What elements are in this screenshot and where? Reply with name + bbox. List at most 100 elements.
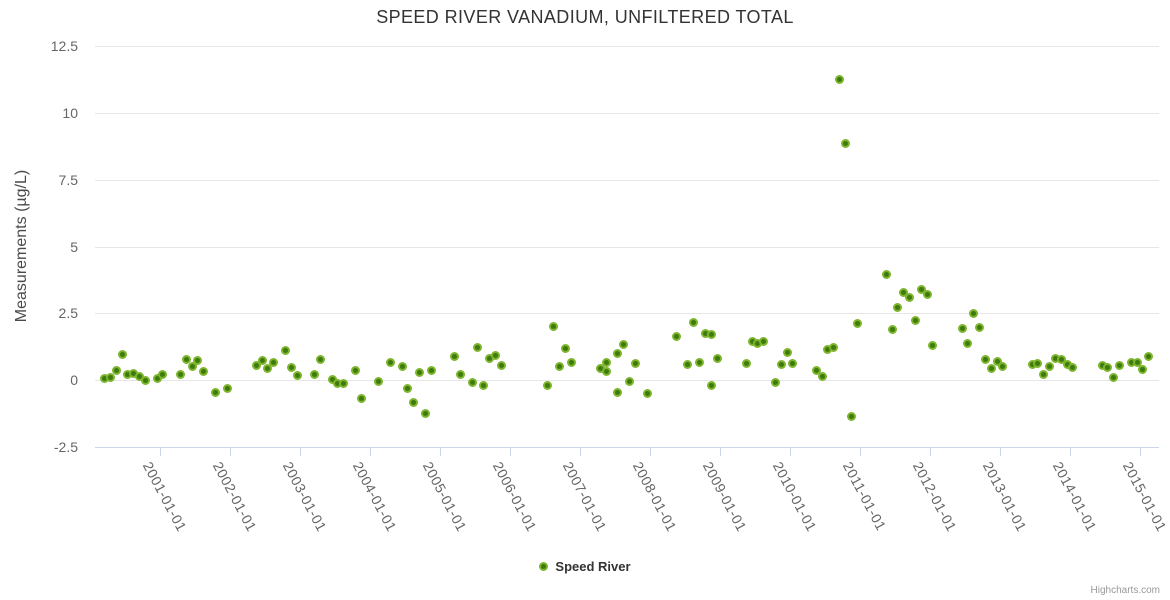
- data-point[interactable]: [975, 323, 985, 332]
- data-point[interactable]: [642, 389, 652, 399]
- data-point[interactable]: [199, 367, 209, 377]
- data-point[interactable]: [928, 340, 938, 350]
- data-point[interactable]: [835, 75, 845, 84]
- data-point[interactable]: [350, 366, 360, 376]
- data-point[interactable]: [403, 383, 413, 393]
- data-point[interactable]: [420, 409, 430, 419]
- data-point[interactable]: [986, 363, 996, 373]
- data-point[interactable]: [683, 360, 693, 370]
- data-point[interactable]: [450, 352, 460, 362]
- data-point[interactable]: [490, 351, 500, 361]
- data-point[interactable]: [467, 377, 477, 387]
- data-point[interactable]: [549, 322, 559, 332]
- data-point[interactable]: [187, 362, 197, 372]
- data-point[interactable]: [992, 356, 1002, 366]
- data-point[interactable]: [1109, 372, 1119, 382]
- data-point[interactable]: [671, 331, 681, 341]
- data-point[interactable]: [630, 359, 640, 369]
- data-point[interactable]: [269, 357, 279, 367]
- data-point[interactable]: [1138, 365, 1148, 374]
- data-point[interactable]: [1056, 354, 1066, 364]
- data-point[interactable]: [455, 369, 465, 379]
- data-point[interactable]: [560, 344, 570, 354]
- data-point[interactable]: [105, 373, 115, 382]
- data-point[interactable]: [479, 380, 489, 390]
- data-point[interactable]: [619, 339, 629, 349]
- data-point[interactable]: [601, 358, 611, 368]
- data-point[interactable]: [158, 370, 168, 380]
- data-point[interactable]: [817, 371, 827, 381]
- data-point[interactable]: [893, 303, 903, 312]
- data-point[interactable]: [1033, 358, 1043, 368]
- data-point[interactable]: [852, 318, 862, 328]
- data-point[interactable]: [222, 383, 232, 393]
- data-point[interactable]: [315, 355, 325, 365]
- data-point[interactable]: [286, 363, 296, 373]
- data-point[interactable]: [887, 325, 897, 335]
- data-point[interactable]: [210, 387, 220, 397]
- data-point[interactable]: [310, 370, 320, 380]
- data-point[interactable]: [292, 371, 302, 381]
- data-point[interactable]: [543, 380, 553, 390]
- data-point[interactable]: [706, 330, 716, 340]
- data-point[interactable]: [397, 362, 407, 372]
- data-point[interactable]: [555, 362, 565, 372]
- data-point[interactable]: [257, 355, 267, 365]
- data-point[interactable]: [811, 366, 821, 376]
- data-point[interactable]: [776, 360, 786, 370]
- data-point[interactable]: [969, 309, 979, 319]
- data-point[interactable]: [689, 317, 699, 327]
- data-point[interactable]: [625, 376, 635, 386]
- data-point[interactable]: [759, 336, 769, 346]
- data-point[interactable]: [910, 316, 920, 326]
- data-point[interactable]: [280, 345, 290, 355]
- data-point[interactable]: [356, 394, 366, 404]
- data-point[interactable]: [140, 376, 150, 386]
- data-point[interactable]: [1144, 351, 1154, 361]
- data-point[interactable]: [1103, 363, 1113, 373]
- data-point[interactable]: [1068, 363, 1078, 373]
- data-point[interactable]: [741, 359, 751, 369]
- data-point[interactable]: [706, 381, 716, 390]
- data-point[interactable]: [613, 349, 623, 358]
- data-point[interactable]: [409, 397, 419, 407]
- data-point[interactable]: [339, 378, 349, 388]
- data-point[interactable]: [770, 378, 780, 388]
- data-point[interactable]: [712, 353, 722, 363]
- data-point[interactable]: [193, 355, 203, 365]
- data-point[interactable]: [998, 362, 1008, 372]
- data-point[interactable]: [1039, 369, 1049, 379]
- data-point[interactable]: [829, 342, 839, 352]
- data-point[interactable]: [957, 323, 967, 333]
- data-point[interactable]: [1045, 361, 1055, 371]
- legend-item-speed-river[interactable]: Speed River: [539, 559, 631, 574]
- data-point[interactable]: [846, 411, 856, 421]
- data-point[interactable]: [613, 387, 623, 397]
- data-point[interactable]: [881, 270, 891, 280]
- data-point[interactable]: [566, 357, 576, 367]
- data-point[interactable]: [473, 342, 483, 352]
- data-point[interactable]: [899, 288, 909, 297]
- data-point[interactable]: [840, 139, 850, 149]
- data-point[interactable]: [1132, 358, 1142, 368]
- data-point[interactable]: [1115, 360, 1125, 370]
- data-point[interactable]: [385, 357, 395, 367]
- data-point[interactable]: [251, 361, 261, 370]
- data-point[interactable]: [916, 284, 926, 294]
- data-point[interactable]: [374, 376, 384, 386]
- data-point[interactable]: [905, 292, 915, 302]
- data-point[interactable]: [415, 367, 425, 377]
- data-point[interactable]: [426, 366, 436, 376]
- data-point[interactable]: [181, 354, 191, 364]
- data-point[interactable]: [601, 367, 611, 377]
- data-point[interactable]: [175, 369, 185, 379]
- data-point[interactable]: [111, 365, 121, 375]
- data-point[interactable]: [980, 354, 990, 364]
- data-point[interactable]: [117, 350, 127, 360]
- credits-link[interactable]: Highcharts.com: [1090, 585, 1160, 596]
- data-point[interactable]: [788, 359, 798, 369]
- data-point[interactable]: [695, 357, 705, 367]
- data-point[interactable]: [782, 348, 792, 358]
- data-point[interactable]: [963, 339, 973, 349]
- data-point[interactable]: [922, 289, 932, 299]
